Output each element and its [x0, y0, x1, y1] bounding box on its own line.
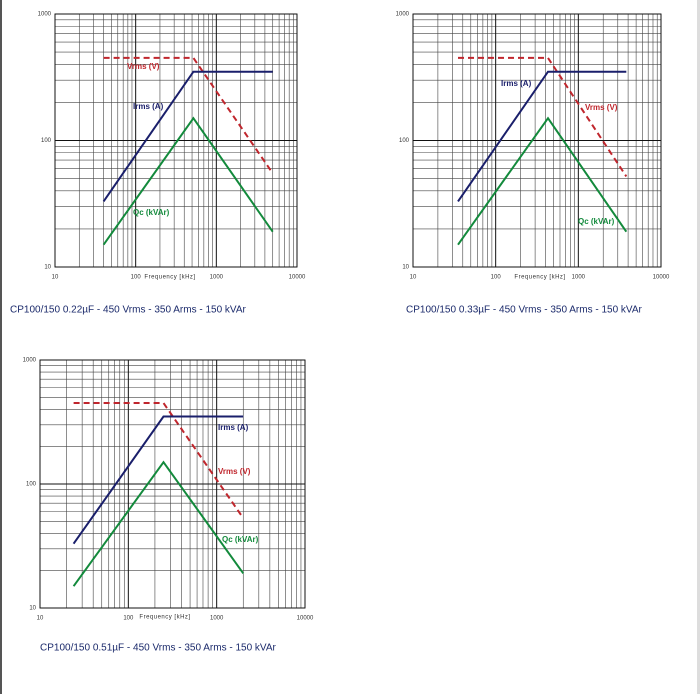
y-tick-label: 1000: [38, 12, 52, 18]
series-label: Irms (A): [218, 423, 249, 432]
x-tick-label: 1000: [572, 275, 586, 281]
chart-caption: CP100/150 0.33µF - 450 Vrms - 350 Arms -…: [406, 305, 643, 316]
y-tick-label: 1000: [23, 358, 37, 364]
x-tick-label: 100: [131, 275, 142, 281]
x-axis-label: Frequency [kHz]: [139, 615, 190, 621]
series-line: [457, 70, 627, 202]
y-tick-label: 100: [399, 138, 410, 144]
series-label: Qc (kVAr): [578, 217, 615, 226]
x-tick-label: 10000: [289, 275, 306, 281]
left-border: [0, 0, 2, 694]
y-tick-label: 100: [41, 138, 52, 144]
series-label: Irms (A): [501, 79, 532, 88]
series-line: [72, 415, 244, 545]
x-tick-label: 1000: [210, 275, 224, 281]
series-label: Qc (kVAr): [133, 208, 170, 217]
y-tick-label: 1000: [396, 12, 410, 18]
series-line: [457, 116, 628, 246]
x-tick-label: 10: [52, 275, 59, 281]
series-label: Vrms (V): [585, 103, 618, 112]
x-tick-label: 100: [491, 275, 502, 281]
x-tick-label: 10: [37, 616, 44, 622]
y-tick-label: 100: [26, 482, 37, 488]
x-tick-label: 10: [410, 275, 417, 281]
series-label: Vrms (V): [218, 467, 251, 476]
y-tick-label: 10: [402, 265, 409, 271]
series-label: Vrms (V): [127, 62, 160, 71]
series-line: [103, 56, 274, 174]
series-label: Irms (A): [133, 102, 164, 111]
series-line: [73, 402, 245, 519]
y-tick-label: 10: [29, 606, 36, 612]
chart-caption: CP100/150 0.22µF - 450 Vrms - 350 Arms -…: [10, 305, 247, 316]
x-tick-label: 1000: [210, 616, 224, 622]
x-axis-label: Frequency [kHz]: [144, 275, 195, 281]
x-axis-label: Frequency [kHz]: [514, 275, 565, 281]
chart-caption: CP100/150 0.51µF - 450 Vrms - 350 Arms -…: [40, 643, 277, 654]
x-tick-label: 100: [123, 616, 134, 622]
x-tick-label: 10000: [297, 616, 314, 622]
x-tick-label: 10000: [653, 275, 670, 281]
series-line: [102, 70, 273, 202]
series-line: [72, 460, 245, 587]
series-line: [458, 56, 628, 177]
series-line: [102, 116, 274, 246]
y-tick-label: 10: [44, 265, 51, 271]
right-border: [697, 0, 700, 694]
series-label: Qc (kVAr): [222, 535, 259, 544]
